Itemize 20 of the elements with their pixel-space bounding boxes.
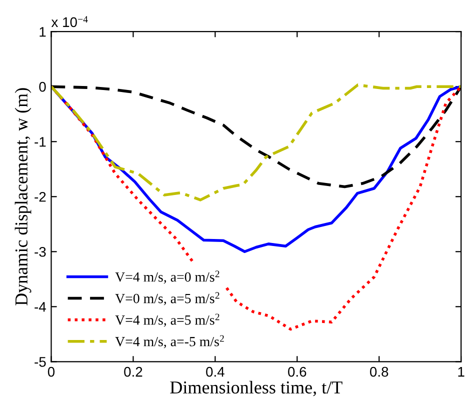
y-tick-label: -3: [34, 246, 46, 257]
y-axis-title: Dynamic displacement, w (m): [14, 88, 32, 306]
y-tick-label: -2: [34, 192, 46, 202]
x-axis-title: Dimensionless time, t/T: [170, 380, 342, 396]
y-tick-label: -4: [34, 302, 46, 312]
legend-label: V=4 m/s, a=-5 m/s$^{2}$: [115, 335, 224, 348]
x-tick-label: 0.4: [206, 366, 224, 377]
x-tick-label: 0.8: [370, 366, 388, 377]
y-tick-label: 0: [39, 82, 46, 92]
legend-label: V=4 m/s, a=5 m/s$^{2}$: [115, 314, 220, 327]
x-tick-label: 1: [458, 367, 464, 377]
y-tick-label: -1: [34, 137, 46, 147]
x-tick-label: 0.2: [124, 366, 142, 377]
y-tick-label: 1: [40, 27, 46, 37]
legend-label: V=4 m/s, a=0 m/s$^{2}$: [115, 270, 220, 284]
legend-label: V=0 m/s, a=5 m/s$^{2}$: [115, 292, 220, 306]
x-tick-label: 0.6: [288, 366, 306, 377]
y-tick-label: -5: [34, 357, 46, 367]
text: x 10$^{−4}$: [51, 16, 88, 28]
x-tick-label: 0: [48, 366, 55, 377]
